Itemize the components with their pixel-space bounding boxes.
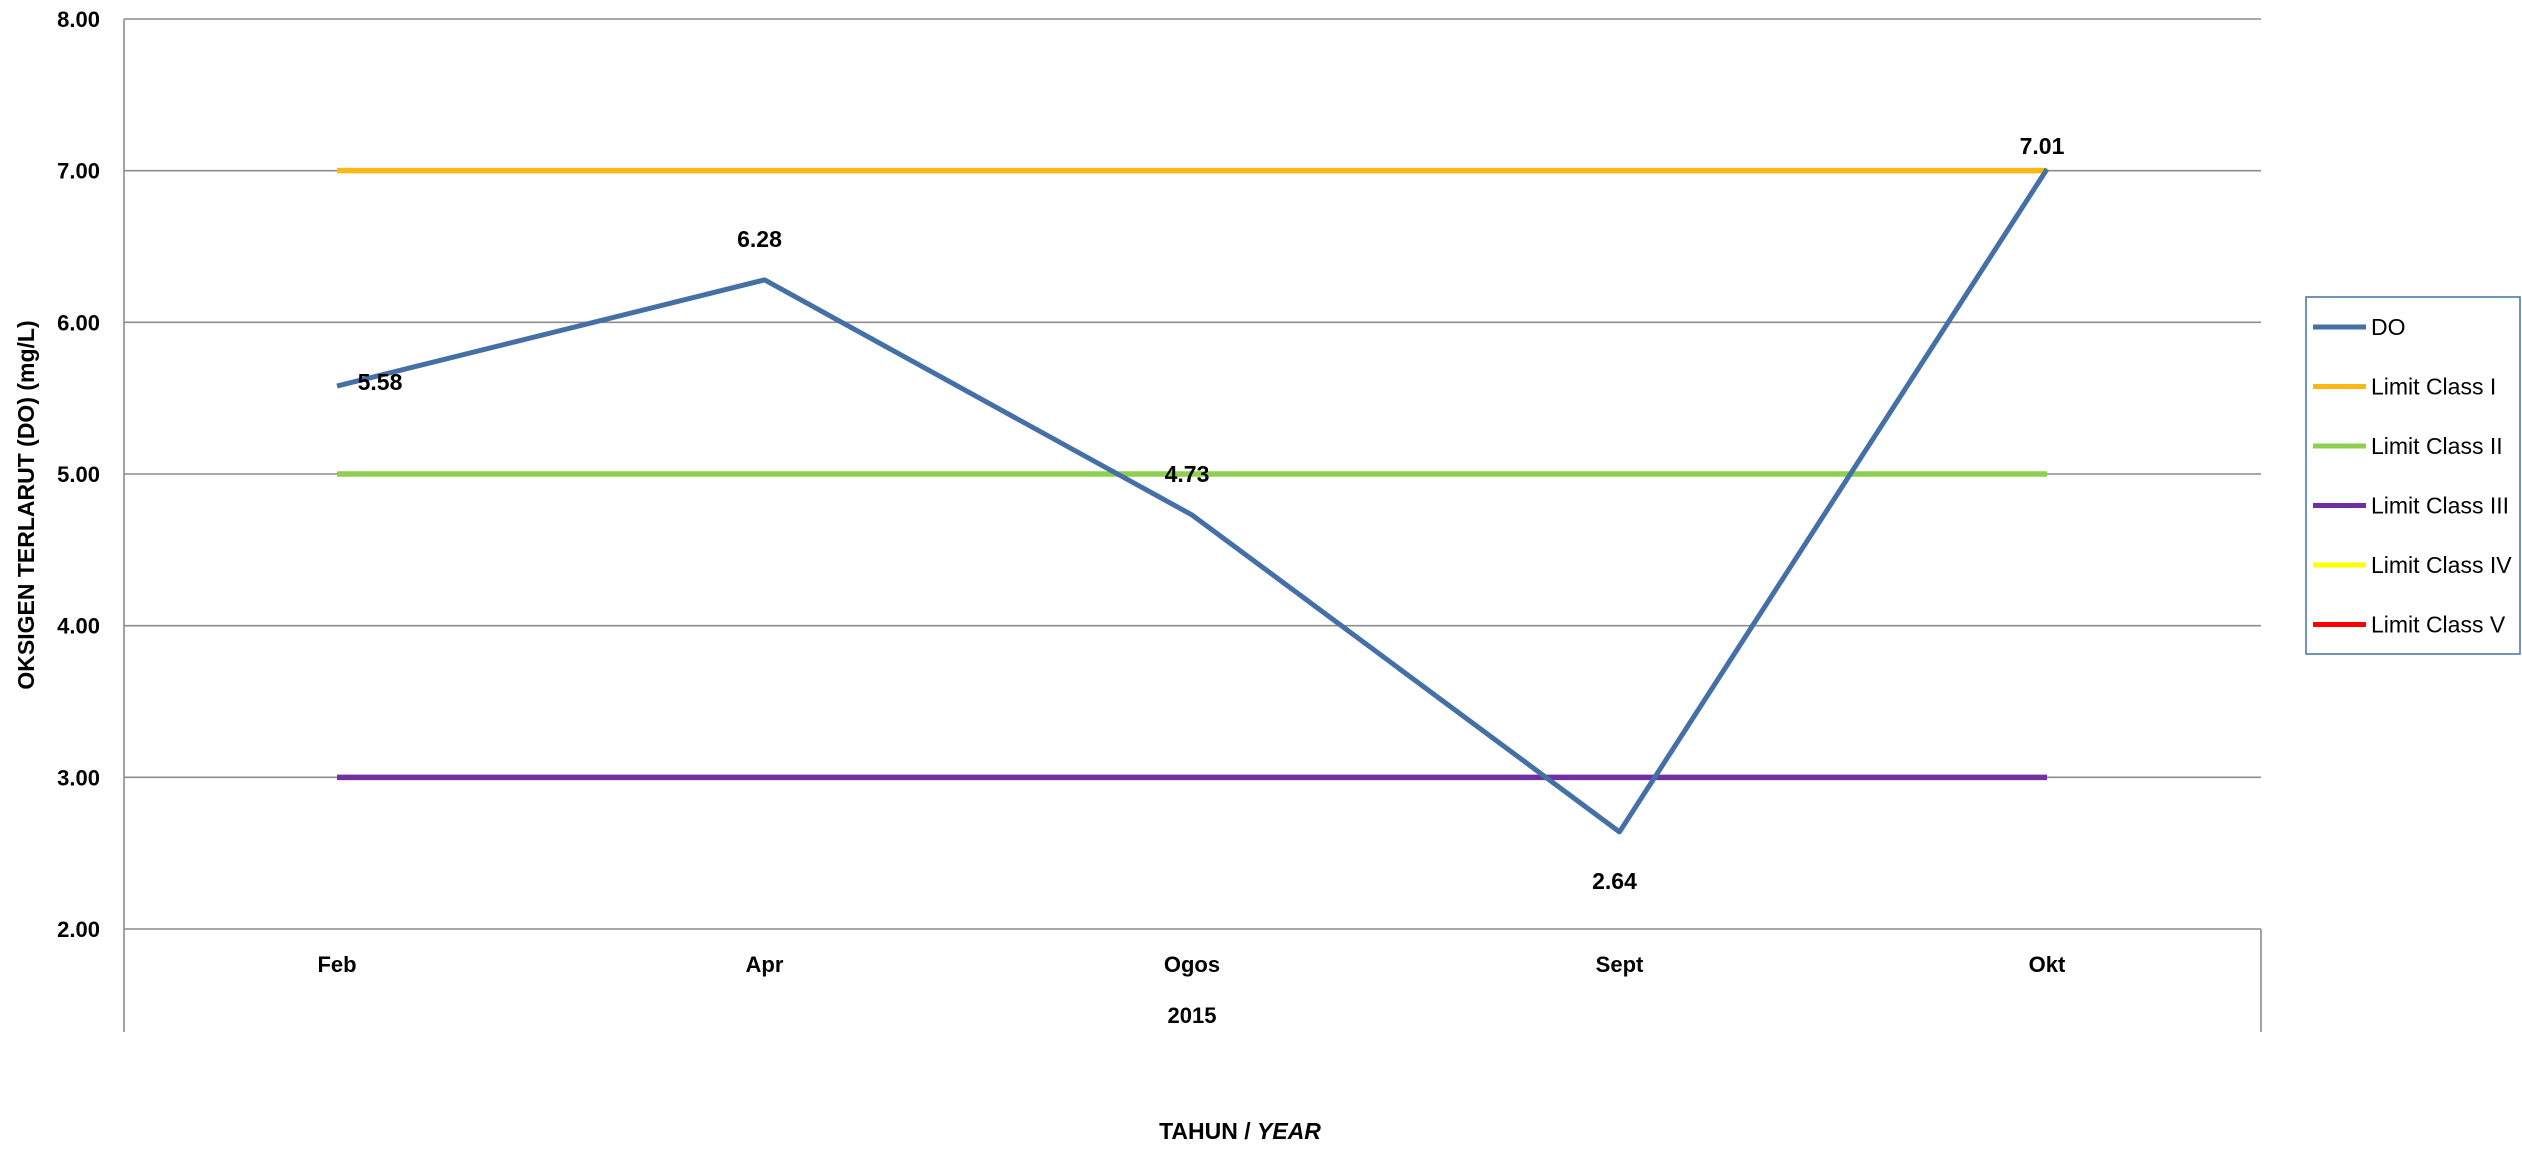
y-tick-label: 6.00 <box>57 310 100 335</box>
x-axis-title: TAHUN / YEAR <box>1159 1118 1321 1144</box>
data-label: 5.58 <box>358 369 403 395</box>
data-label: 2.64 <box>1592 868 1637 894</box>
y-tick-label: 2.00 <box>57 917 100 942</box>
x-tick-label: Feb <box>317 952 356 977</box>
y-tick-label: 3.00 <box>57 765 100 790</box>
y-tick-labels: 2.00 3.00 4.00 5.00 6.00 7.00 8.00 <box>57 7 100 942</box>
x-tick-labels: Feb Apr Ogos Sept Okt <box>317 952 2066 977</box>
axes <box>123 19 2262 1032</box>
series-line-do <box>336 167 2050 835</box>
legend-label: Limit Class I <box>2371 374 2496 400</box>
legend-label: Limit Class V <box>2371 612 2506 638</box>
x-group-label: 2015 <box>1168 1003 1217 1028</box>
y-tick-label: 7.00 <box>57 159 100 184</box>
y-tick-label: 4.00 <box>57 614 100 639</box>
y-tick-label: 5.00 <box>57 462 100 487</box>
y-axis-title: OKSIGEN TERLARUT (DO) (mg/L) <box>13 320 39 689</box>
x-tick-label: Ogos <box>1164 952 1220 977</box>
legend-label: Limit Class IV <box>2371 552 2512 578</box>
data-label: 6.28 <box>737 226 782 252</box>
y-tick-label: 8.00 <box>57 7 100 32</box>
x-tick-label: Apr <box>746 952 784 977</box>
legend-label: Limit Class II <box>2371 433 2503 459</box>
data-labels: 5.58 6.28 4.73 2.64 7.01 <box>358 133 2065 894</box>
x-axis-title-italic: YEAR <box>1257 1118 1321 1144</box>
x-tick-label: Okt <box>2029 952 2066 977</box>
data-label: 7.01 <box>2020 133 2065 159</box>
x-tick-label: Sept <box>1596 952 1644 977</box>
series-lines <box>336 167 2050 835</box>
data-label: 4.73 <box>1165 461 1210 487</box>
legend-box <box>2305 296 2521 655</box>
x-axis-title-main: TAHUN / <box>1159 1118 1257 1144</box>
legend-label: Limit Class III <box>2371 493 2509 519</box>
legend-label: DO <box>2371 314 2406 340</box>
legend-items: DO Limit Class I Limit Class II Limit Class… <box>2313 314 2512 638</box>
legend: DO Limit Class I Limit Class II Limit Class… <box>2305 296 2521 655</box>
